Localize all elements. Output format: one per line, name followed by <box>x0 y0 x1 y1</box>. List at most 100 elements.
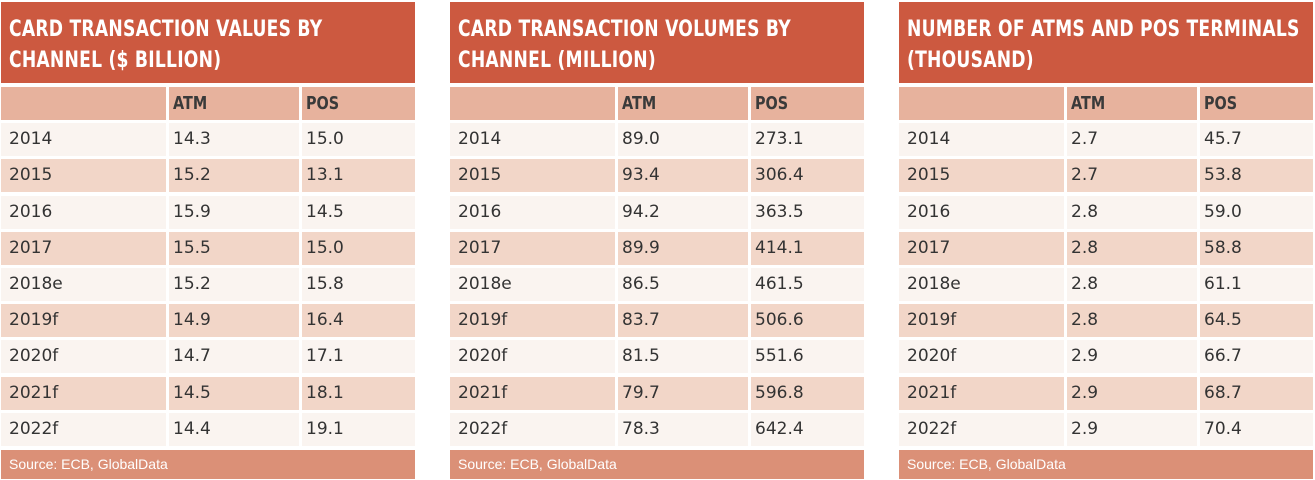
year-cell: 2022f <box>907 418 957 439</box>
year-cell: 2022f <box>9 418 59 439</box>
column-divider <box>748 412 751 446</box>
column-divider <box>166 231 169 265</box>
table-row: 2021f 14.5 18.1 <box>1 376 415 410</box>
table-row: 2022f 2.9 70.4 <box>899 412 1313 446</box>
table-header-row: ATM POS <box>450 87 864 120</box>
source-note: Source: ECB, GlobalData <box>1 450 415 479</box>
column-divider <box>299 231 302 265</box>
source-note: Source: ECB, GlobalData <box>899 450 1313 479</box>
atm-value-cell: 2.9 <box>1071 418 1099 439</box>
column-divider <box>748 231 751 265</box>
pos-value-cell: 19.1 <box>306 418 344 439</box>
table-row: 2022f 78.3 642.4 <box>450 412 864 446</box>
pos-value-cell: 363.5 <box>755 201 804 222</box>
column-divider <box>615 87 618 120</box>
column-divider <box>299 195 302 229</box>
column-divider <box>299 376 302 410</box>
column-divider <box>748 268 751 301</box>
table-row: 2017 89.9 414.1 <box>450 231 864 265</box>
atm-value-cell: 2.8 <box>1071 310 1099 331</box>
column-divider <box>299 268 302 301</box>
column-divider <box>299 123 302 157</box>
year-cell: 2021f <box>907 382 957 403</box>
pos-value-cell: 15.0 <box>306 129 344 150</box>
pos-value-cell: 273.1 <box>755 129 804 150</box>
column-divider <box>299 340 302 374</box>
year-cell: 2014 <box>9 129 53 150</box>
column-divider <box>615 123 618 157</box>
atm-value-cell: 2.8 <box>1071 274 1099 294</box>
pos-value-cell: 13.1 <box>306 165 344 186</box>
year-cell: 2015 <box>9 165 53 186</box>
table-title-line: CHANNEL (MILLION) <box>458 48 656 73</box>
column-divider <box>615 195 618 229</box>
pos-value-cell: 596.8 <box>755 382 804 403</box>
column-divider <box>166 304 169 338</box>
atm-value-cell: 93.4 <box>622 165 660 186</box>
year-cell: 2020f <box>9 346 59 367</box>
table-row: 2018e 86.5 461.5 <box>450 268 864 301</box>
pos-value-cell: 17.1 <box>306 346 344 367</box>
pos-value-cell: 59.0 <box>1204 201 1242 222</box>
year-cell: 2016 <box>458 201 502 222</box>
column-divider <box>166 340 169 374</box>
column-divider <box>299 412 302 446</box>
column-divider <box>1064 412 1067 446</box>
column-divider <box>1064 231 1067 265</box>
column-divider <box>615 159 618 193</box>
column-divider <box>166 376 169 410</box>
atm-value-cell: 2.7 <box>1071 165 1099 186</box>
year-cell: 2019f <box>458 310 508 331</box>
year-cell: 2014 <box>458 129 502 150</box>
pos-value-cell: 506.6 <box>755 310 804 331</box>
column-divider <box>1197 412 1200 446</box>
atm-value-cell: 14.3 <box>173 129 211 150</box>
table-title: CARD TRANSACTION VOLUMES BY CHANNEL (MILL… <box>450 2 864 83</box>
table-row: 2020f 14.7 17.1 <box>1 340 415 374</box>
column-divider <box>1197 340 1200 374</box>
atm-value-cell: 14.7 <box>173 346 211 367</box>
year-cell: 2015 <box>458 165 502 186</box>
column-header-label: POS <box>306 93 340 114</box>
column-divider <box>1197 231 1200 265</box>
table-title-line: NUMBER OF ATMS AND POS TERMINALS <box>907 17 1300 42</box>
column-divider <box>615 231 618 265</box>
column-header: ATM <box>173 87 293 120</box>
table-header-row: ATM POS <box>899 87 1313 120</box>
column-header <box>9 87 159 120</box>
year-cell: 2017 <box>907 237 951 258</box>
table-title-line: (THOUSAND) <box>907 48 1034 73</box>
atm-value-cell: 2.7 <box>1071 129 1099 150</box>
column-divider <box>1197 304 1200 338</box>
pos-value-cell: 53.8 <box>1204 165 1242 186</box>
pos-value-cell: 68.7 <box>1204 382 1242 403</box>
atm-value-cell: 2.9 <box>1071 346 1099 367</box>
column-divider <box>748 159 751 193</box>
column-divider <box>748 340 751 374</box>
table-row: 2016 2.8 59.0 <box>899 195 1313 229</box>
pos-value-cell: 14.5 <box>306 201 344 222</box>
table-row: 2016 94.2 363.5 <box>450 195 864 229</box>
year-cell: 2019f <box>907 310 957 331</box>
table-title-line: CARD TRANSACTION VOLUMES BY <box>458 17 791 42</box>
column-divider <box>1064 87 1067 120</box>
pos-value-cell: 18.1 <box>306 382 344 403</box>
table-row: 2019f 2.8 64.5 <box>899 304 1313 338</box>
pos-value-cell: 461.5 <box>755 274 804 294</box>
table-title: NUMBER OF ATMS AND POS TERMINALS (THOUSAN… <box>899 2 1313 83</box>
atm-value-cell: 14.5 <box>173 382 211 403</box>
table-title-line: CHANNEL ($ BILLION) <box>9 48 222 73</box>
atm-value-cell: 83.7 <box>622 310 660 331</box>
card-transaction-volumes-table: CARD TRANSACTION VOLUMES BY CHANNEL (MILL… <box>450 0 864 480</box>
table-row: 2019f 14.9 16.4 <box>1 304 415 338</box>
column-divider <box>615 268 618 301</box>
column-divider <box>299 87 302 120</box>
atm-value-cell: 14.9 <box>173 310 211 331</box>
column-header: POS <box>306 87 406 120</box>
atm-value-cell: 15.2 <box>173 274 211 294</box>
atm-value-cell: 94.2 <box>622 201 660 222</box>
atm-value-cell: 2.9 <box>1071 382 1099 403</box>
table-row: 2018e 15.2 15.8 <box>1 268 415 301</box>
column-divider <box>1064 268 1067 301</box>
pos-value-cell: 70.4 <box>1204 418 1242 439</box>
